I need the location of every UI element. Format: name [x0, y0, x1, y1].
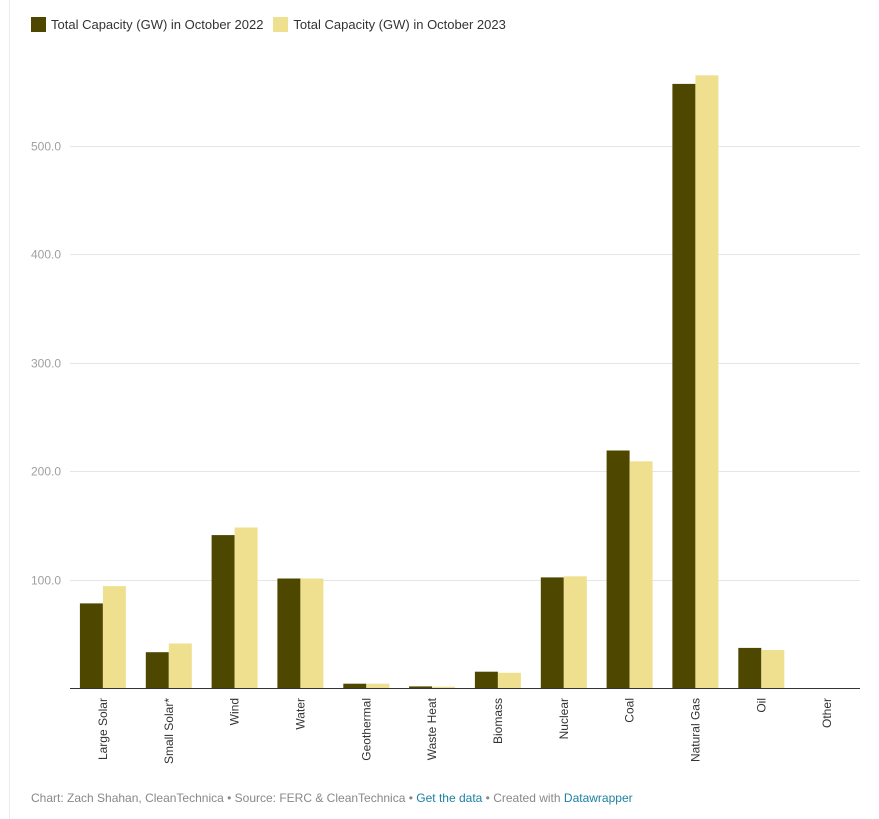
footer-credit: Chart: Zach Shahan, CleanTechnica	[31, 791, 224, 805]
datawrapper-link[interactable]: Datawrapper	[563, 791, 633, 805]
y-tick-label: 400.0	[31, 248, 61, 262]
bar-2023	[366, 683, 390, 688]
bar-2022	[343, 683, 367, 688]
x-tick-label: Large Solar	[96, 698, 110, 760]
bar-2022	[672, 83, 696, 688]
x-tick-label: Natural Gas	[688, 698, 702, 762]
bar-2023	[300, 578, 324, 688]
chart-frame-border	[9, 0, 10, 819]
bar-2023	[563, 576, 587, 688]
x-tick-label: Oil	[754, 698, 768, 713]
y-tick-label: 100.0	[31, 574, 61, 588]
bar-2023	[168, 643, 192, 688]
bar-2023	[761, 650, 785, 688]
bar-chart: 100.0 200.0 300.0 400.0 500.0 Large Solar Smal…	[31, 75, 860, 764]
x-tick-label: Wind	[228, 698, 242, 725]
x-tick-label: Nuclear	[557, 698, 571, 739]
bar-2023	[629, 461, 653, 688]
chart-footer: Chart: Zach Shahan, CleanTechnica • Sour…	[31, 791, 633, 805]
legend-item-2022: Total Capacity (GW) in October 2022	[31, 16, 264, 32]
y-tick-label: 200.0	[31, 465, 61, 479]
legend-label-2022: Total Capacity (GW) in October 2022	[51, 16, 264, 32]
y-tick-label: 500.0	[31, 140, 61, 154]
bar-2023	[432, 686, 456, 688]
footer-separator: •	[405, 791, 417, 805]
footer-separator: •	[482, 791, 494, 805]
bar-2023	[497, 672, 521, 688]
legend-swatch-2022	[31, 16, 46, 32]
x-tick-label: Geothermal	[359, 698, 373, 761]
x-tick-label: Coal	[623, 698, 637, 723]
bar-2023	[695, 75, 719, 689]
get-the-data-link[interactable]: Get the data	[416, 791, 483, 805]
bar-2022	[211, 535, 235, 688]
bar-2023	[234, 527, 258, 688]
footer-separator: •	[223, 791, 235, 805]
chart-legend: Total Capacity (GW) in October 2022 Tota…	[31, 15, 516, 33]
x-tick-label: Waste Heat	[425, 697, 439, 760]
bar-2022	[540, 577, 564, 688]
x-tick-label: Water	[293, 698, 307, 730]
footer-source: Source: FERC & CleanTechnica	[234, 791, 406, 805]
bar-2022	[409, 686, 433, 688]
x-tick-label: Other	[820, 698, 834, 728]
bar-2022	[474, 671, 498, 688]
y-tick-label: 300.0	[31, 357, 61, 371]
bar-2022	[79, 603, 103, 688]
x-tick-label: Small Solar*	[162, 698, 176, 764]
bar-2022	[145, 652, 169, 688]
footer-created-with: Created with	[493, 791, 564, 805]
bar-2022	[738, 647, 762, 688]
bar-2023	[102, 586, 126, 688]
legend-item-2023: Total Capacity (GW) in October 2023	[273, 16, 506, 32]
bar-2022	[606, 450, 630, 688]
legend-label-2023: Total Capacity (GW) in October 2023	[293, 16, 506, 32]
bar-2022	[277, 578, 301, 688]
legend-swatch-2023	[273, 16, 289, 32]
x-tick-label: Biomass	[491, 698, 505, 744]
